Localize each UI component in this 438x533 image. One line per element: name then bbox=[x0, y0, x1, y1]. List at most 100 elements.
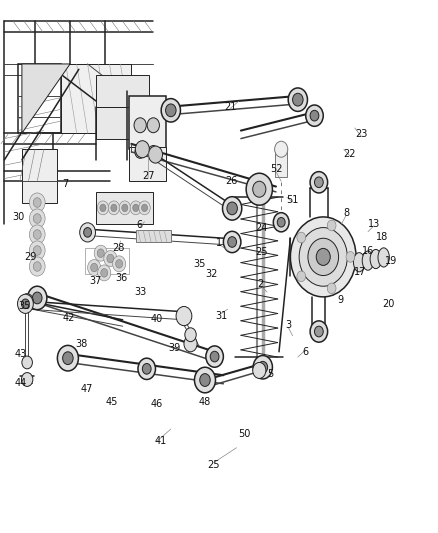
Text: 6: 6 bbox=[303, 347, 309, 357]
Text: 51: 51 bbox=[286, 195, 299, 205]
Circle shape bbox=[293, 93, 303, 106]
Circle shape bbox=[91, 263, 98, 272]
Circle shape bbox=[194, 367, 215, 393]
Bar bbox=[85, 248, 129, 274]
Text: 31: 31 bbox=[215, 311, 227, 320]
Circle shape bbox=[33, 230, 41, 239]
Circle shape bbox=[246, 173, 272, 205]
Circle shape bbox=[138, 358, 155, 379]
Polygon shape bbox=[61, 64, 131, 133]
Circle shape bbox=[147, 118, 159, 133]
Text: 32: 32 bbox=[205, 270, 218, 279]
Circle shape bbox=[80, 223, 95, 242]
Circle shape bbox=[94, 245, 107, 261]
Text: 2: 2 bbox=[258, 279, 264, 288]
Bar bbox=[96, 75, 149, 107]
Ellipse shape bbox=[378, 248, 389, 267]
Circle shape bbox=[316, 248, 330, 265]
Circle shape bbox=[97, 201, 109, 215]
Circle shape bbox=[314, 326, 323, 337]
Text: 39: 39 bbox=[168, 343, 180, 352]
Circle shape bbox=[18, 294, 33, 313]
Circle shape bbox=[32, 292, 42, 304]
Circle shape bbox=[21, 299, 29, 309]
Text: 37: 37 bbox=[89, 277, 102, 286]
Circle shape bbox=[290, 217, 356, 297]
Polygon shape bbox=[22, 64, 70, 133]
Text: 3: 3 bbox=[285, 320, 291, 330]
Text: 1: 1 bbox=[216, 238, 222, 247]
Text: 9: 9 bbox=[338, 295, 344, 304]
Text: 25: 25 bbox=[208, 460, 220, 470]
Text: 40: 40 bbox=[151, 314, 163, 324]
Text: 18: 18 bbox=[376, 232, 388, 242]
Text: 24: 24 bbox=[256, 223, 268, 233]
Circle shape bbox=[166, 104, 176, 117]
Circle shape bbox=[273, 213, 289, 232]
Circle shape bbox=[57, 345, 78, 371]
Circle shape bbox=[21, 373, 33, 386]
Circle shape bbox=[297, 271, 306, 281]
Circle shape bbox=[141, 204, 148, 212]
Bar bbox=[18, 64, 61, 133]
Circle shape bbox=[253, 362, 266, 378]
Circle shape bbox=[148, 146, 162, 163]
Circle shape bbox=[119, 201, 131, 215]
Circle shape bbox=[88, 260, 101, 276]
Text: 45: 45 bbox=[106, 398, 118, 407]
Circle shape bbox=[29, 193, 45, 212]
Circle shape bbox=[63, 352, 73, 365]
Text: 7: 7 bbox=[62, 179, 68, 189]
Circle shape bbox=[33, 214, 41, 223]
Circle shape bbox=[33, 246, 41, 255]
Circle shape bbox=[277, 217, 285, 227]
Ellipse shape bbox=[362, 251, 374, 270]
Circle shape bbox=[98, 265, 111, 281]
Text: 8: 8 bbox=[343, 208, 349, 218]
Circle shape bbox=[28, 286, 47, 310]
Text: 17: 17 bbox=[354, 267, 366, 277]
Text: 28: 28 bbox=[112, 243, 124, 253]
Text: 35: 35 bbox=[193, 259, 205, 269]
Text: 23: 23 bbox=[355, 130, 367, 139]
Text: 35: 35 bbox=[18, 302, 30, 311]
Circle shape bbox=[108, 201, 120, 215]
Circle shape bbox=[200, 374, 210, 386]
Circle shape bbox=[184, 336, 197, 352]
Circle shape bbox=[314, 177, 323, 188]
Text: 36: 36 bbox=[116, 273, 128, 283]
Circle shape bbox=[258, 361, 268, 373]
Circle shape bbox=[223, 231, 241, 253]
Circle shape bbox=[299, 228, 347, 286]
Text: 6: 6 bbox=[136, 221, 142, 230]
Text: 42: 42 bbox=[63, 313, 75, 323]
Text: 38: 38 bbox=[75, 339, 87, 349]
Bar bbox=[96, 107, 149, 139]
Text: 46: 46 bbox=[151, 399, 163, 409]
Circle shape bbox=[84, 228, 92, 237]
Circle shape bbox=[206, 346, 223, 367]
Circle shape bbox=[29, 209, 45, 228]
Text: 30: 30 bbox=[12, 212, 25, 222]
Circle shape bbox=[29, 225, 45, 244]
Circle shape bbox=[116, 260, 123, 268]
Circle shape bbox=[148, 146, 159, 158]
Text: 5: 5 bbox=[268, 369, 274, 379]
Circle shape bbox=[310, 172, 328, 193]
Circle shape bbox=[104, 251, 117, 266]
Circle shape bbox=[228, 237, 237, 247]
Ellipse shape bbox=[353, 253, 365, 272]
Circle shape bbox=[33, 198, 41, 207]
Circle shape bbox=[308, 238, 339, 276]
Circle shape bbox=[130, 201, 141, 215]
Circle shape bbox=[327, 220, 336, 231]
Circle shape bbox=[139, 201, 150, 215]
Text: 47: 47 bbox=[81, 384, 93, 394]
Text: 48: 48 bbox=[199, 398, 211, 407]
Circle shape bbox=[310, 321, 328, 342]
Circle shape bbox=[22, 356, 32, 369]
Text: 52: 52 bbox=[270, 165, 282, 174]
Ellipse shape bbox=[370, 249, 381, 269]
Circle shape bbox=[33, 262, 41, 271]
Text: 50: 50 bbox=[238, 430, 251, 439]
